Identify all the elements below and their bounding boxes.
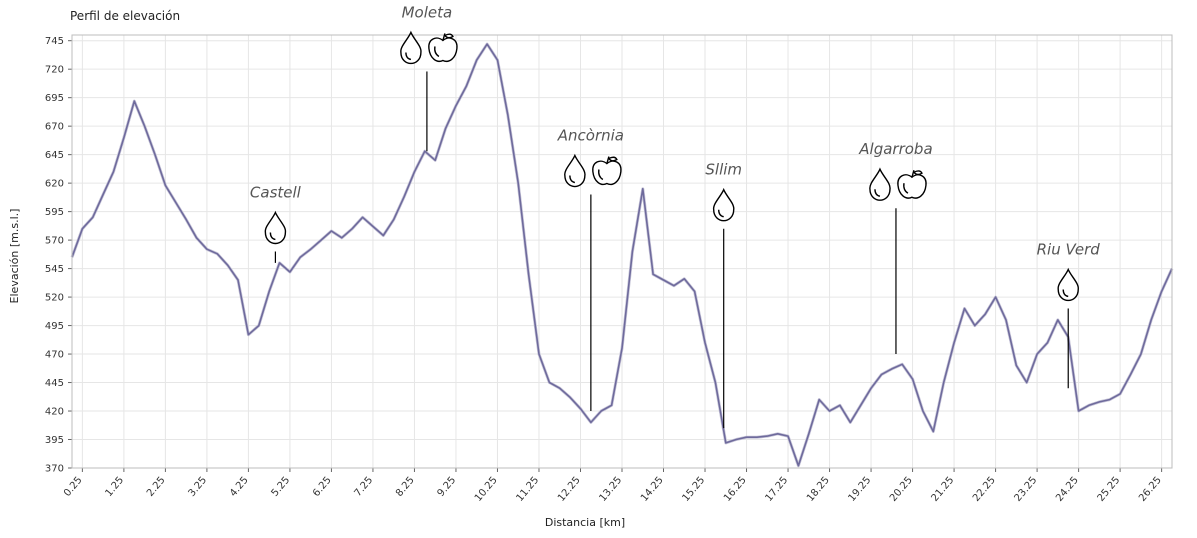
annotation-label: Riu Verd <box>1037 240 1101 258</box>
x-tick-label: 0.25 <box>62 475 85 499</box>
x-tick-label: 25.25 <box>1096 475 1123 504</box>
x-axis-ticks: 0.25 1.25 2.25 3.25 4.25 5.25 6.25 7.25 8.25 9.25… <box>62 468 1164 504</box>
water-drop-icon-highlight <box>569 175 576 184</box>
water-drop-icon-highlight <box>1062 289 1069 298</box>
x-tick-label: 26.25 <box>1137 475 1164 504</box>
x-tick-label: 18.25 <box>805 475 832 504</box>
y-tick-label: 470 <box>45 350 64 361</box>
apple-stem <box>606 156 610 164</box>
x-tick-label: 15.25 <box>680 475 707 504</box>
grid <box>72 35 1172 469</box>
x-tick-label: 23.25 <box>1013 475 1040 504</box>
apple-stem <box>442 33 446 41</box>
apple-stem <box>911 170 915 178</box>
x-tick-label: 16.25 <box>722 475 749 504</box>
x-tick-label: 21.25 <box>930 475 957 504</box>
annotation-label: Sllim <box>705 161 742 179</box>
x-tick-label: 22.25 <box>971 475 998 504</box>
y-tick-label: 420 <box>45 407 64 418</box>
chart-title: Perfil de elevación <box>70 9 180 23</box>
apple-highlight <box>598 169 604 181</box>
apple-highlight <box>434 46 440 58</box>
annotation-moleta: Moleta <box>400 3 458 152</box>
apple-icon <box>592 160 622 186</box>
x-tick-label: 11.25 <box>514 475 541 504</box>
x-tick-label: 9.25 <box>436 475 459 499</box>
plot-frame <box>71 34 1173 469</box>
y-tick-label: 645 <box>45 150 64 161</box>
x-axis-label: Distancia [km] <box>545 516 625 529</box>
x-tick-label: 6.25 <box>311 475 334 499</box>
y-axis-ticks: 370 395 420 445 470 495 520 545 570 595 620 645 670 6… <box>45 36 72 475</box>
x-tick-label: 12.25 <box>556 475 583 504</box>
annotations: Castell Moleta Ancòrnia Sllim Algarroba Riu V… <box>250 3 1101 429</box>
series <box>70 42 1174 468</box>
apple-highlight <box>903 183 909 194</box>
water-drop-icon-highlight <box>874 189 881 197</box>
y-tick-label: 495 <box>45 321 64 332</box>
x-tick-label: 14.25 <box>639 475 666 504</box>
y-tick-label: 595 <box>45 207 64 218</box>
x-tick-label: 13.25 <box>597 475 624 504</box>
annotation-algarroba: Algarroba <box>858 140 933 355</box>
annotation-label: Moleta <box>402 3 453 21</box>
x-tick-label: 19.25 <box>847 475 874 504</box>
x-tick-label: 7.25 <box>353 475 376 499</box>
y-tick-label: 720 <box>45 65 64 76</box>
y-tick-label: 570 <box>45 236 64 247</box>
apple-icon <box>428 37 458 62</box>
y-tick-label: 520 <box>45 293 64 304</box>
y-tick-label: 370 <box>45 464 64 475</box>
water-drop-icon-highlight <box>269 232 276 241</box>
y-tick-label: 445 <box>45 378 64 389</box>
elevation-line <box>71 43 1173 467</box>
y-tick-label: 620 <box>45 179 64 190</box>
apple-leaf <box>443 33 454 39</box>
annotation-label: Algarroba <box>858 140 932 158</box>
y-tick-label: 545 <box>45 264 64 275</box>
x-tick-label: 20.25 <box>888 475 915 504</box>
x-tick-label: 4.25 <box>228 475 251 499</box>
water-drop-icon-highlight <box>405 52 412 61</box>
annotation-sllim: Sllim <box>705 161 742 429</box>
annotation-label: Ancòrnia <box>557 127 624 145</box>
x-tick-label: 24.25 <box>1054 475 1081 504</box>
y-tick-label: 745 <box>45 36 64 47</box>
annotation-anc-rnia: Ancòrnia <box>557 127 624 412</box>
y-tick-label: 695 <box>45 93 64 104</box>
y-tick-label: 395 <box>45 435 64 446</box>
x-tick-label: 5.25 <box>269 475 292 499</box>
water-drop-icon-highlight <box>717 209 724 218</box>
x-tick-label: 2.25 <box>145 475 168 499</box>
x-tick-label: 10.25 <box>473 475 500 504</box>
apple-icon <box>897 174 927 199</box>
apple-leaf <box>912 170 923 176</box>
x-tick-label: 1.25 <box>103 475 126 499</box>
annotation-riu-verd: Riu Verd <box>1037 240 1101 389</box>
annotation-label: Castell <box>250 184 302 202</box>
x-tick-label: 8.25 <box>394 475 417 499</box>
x-tick-label: 3.25 <box>186 475 209 499</box>
annotation-castell: Castell <box>250 184 302 263</box>
apple-leaf <box>607 156 618 162</box>
y-axis-label: Elevación [m.s.l.] <box>8 209 21 304</box>
x-tick-label: 17.25 <box>763 475 790 504</box>
y-tick-label: 670 <box>45 122 64 133</box>
